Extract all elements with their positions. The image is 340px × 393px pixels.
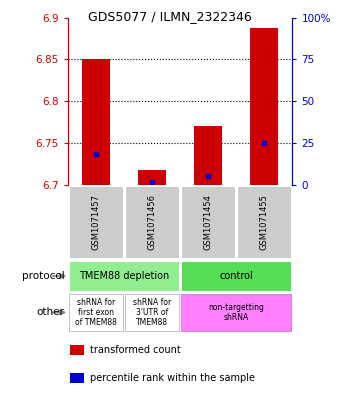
Bar: [69, 186, 123, 258]
Text: percentile rank within the sample: percentile rank within the sample: [90, 373, 255, 383]
Bar: [69, 294, 123, 331]
Text: shRNA for
3'UTR of
TMEM88: shRNA for 3'UTR of TMEM88: [133, 298, 171, 327]
Text: transformed count: transformed count: [90, 345, 181, 355]
Bar: [125, 294, 179, 331]
Bar: [138, 170, 166, 185]
Bar: [82, 59, 110, 185]
Text: other: other: [37, 307, 65, 318]
Text: GSM1071456: GSM1071456: [148, 194, 157, 250]
Text: GDS5077 / ILMN_2322346: GDS5077 / ILMN_2322346: [88, 10, 252, 23]
Text: shRNA for
first exon
of TMEM88: shRNA for first exon of TMEM88: [75, 298, 117, 327]
Text: GSM1071454: GSM1071454: [204, 194, 213, 250]
Text: GSM1071455: GSM1071455: [260, 194, 269, 250]
Bar: [250, 28, 278, 185]
Text: non-targetting
shRNA: non-targetting shRNA: [208, 303, 264, 322]
Bar: [194, 126, 222, 185]
Text: GSM1071457: GSM1071457: [91, 194, 101, 250]
Bar: [237, 186, 291, 258]
Bar: [70, 345, 84, 355]
Bar: [125, 186, 179, 258]
Bar: [181, 186, 235, 258]
Bar: [70, 373, 84, 384]
Text: protocol: protocol: [22, 271, 65, 281]
Bar: [181, 294, 291, 331]
Text: control: control: [219, 271, 253, 281]
Bar: [181, 261, 291, 291]
Bar: [69, 261, 179, 291]
Text: TMEM88 depletion: TMEM88 depletion: [79, 271, 169, 281]
